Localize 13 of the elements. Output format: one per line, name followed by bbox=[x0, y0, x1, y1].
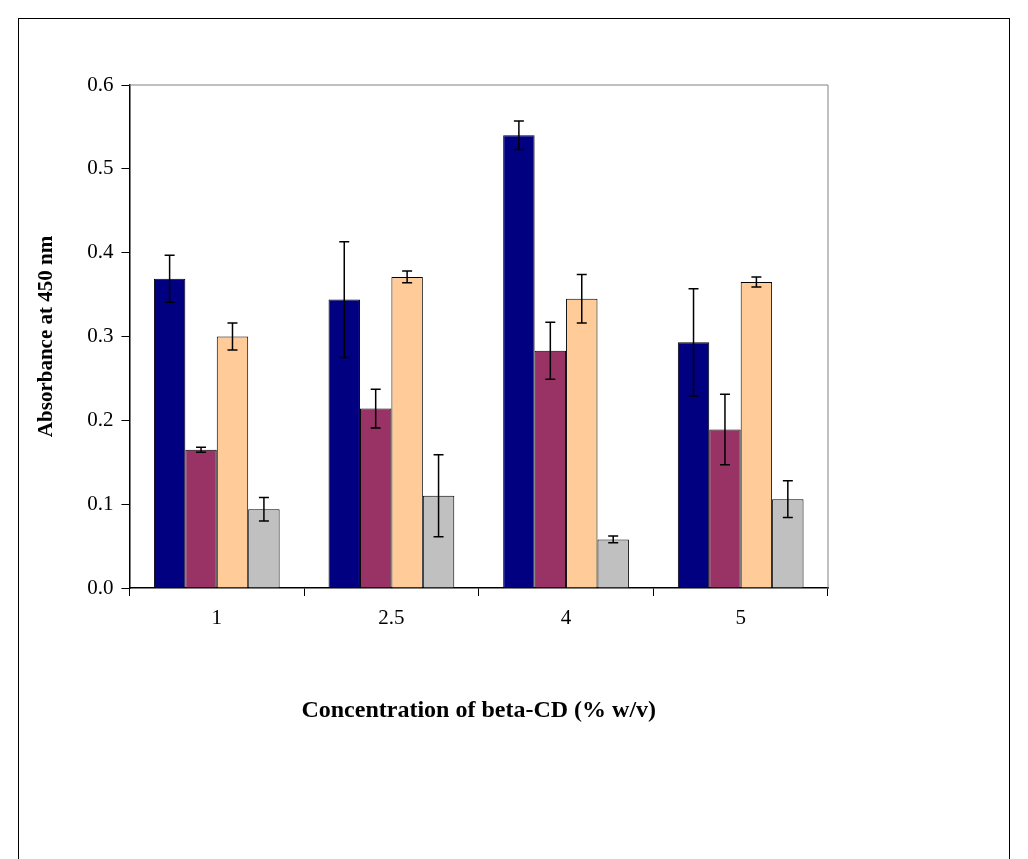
y-tick-label: 0.5 bbox=[87, 155, 114, 180]
x-tick-label: 5 bbox=[735, 605, 746, 630]
y-tick-label: 0.0 bbox=[87, 574, 114, 599]
y-tick-label: 0.2 bbox=[87, 406, 114, 431]
x-tick-label: 1 bbox=[211, 605, 223, 630]
x-tick-label: 4 bbox=[560, 605, 572, 630]
y-tick-label: 0.3 bbox=[87, 323, 114, 348]
x-axis-title: Concentration of beta-CD (% w/v) bbox=[301, 695, 657, 722]
x-tick-label: 2.5 bbox=[378, 605, 405, 630]
y-tick-label: 0.4 bbox=[87, 239, 114, 264]
y-axis-title: Absorbance at 450 nm bbox=[33, 235, 58, 438]
y-tick-label: 0.6 bbox=[87, 71, 114, 96]
y-tick-label: 0.1 bbox=[87, 490, 114, 515]
